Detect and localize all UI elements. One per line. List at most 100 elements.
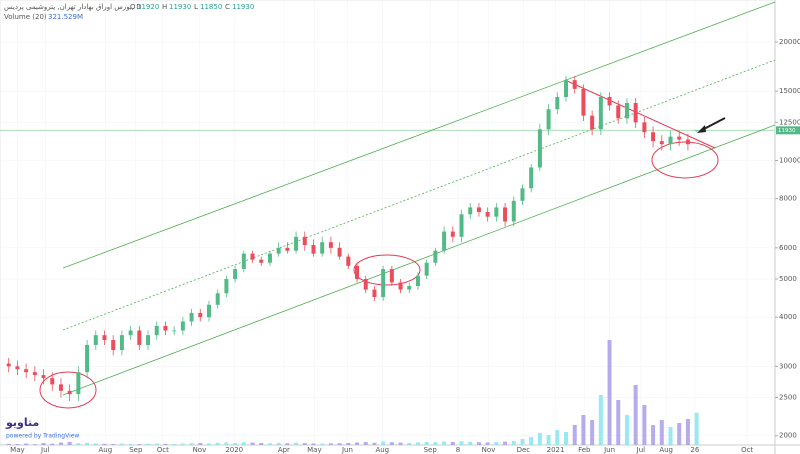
- candle-body: [511, 200, 516, 222]
- volume-bar: [337, 443, 342, 445]
- volume-bar: [389, 442, 394, 445]
- candle-body: [346, 256, 351, 266]
- volume-bar: [511, 441, 516, 445]
- volume-bar: [372, 442, 377, 445]
- candle-body: [624, 102, 629, 119]
- y-tick-label: 10000: [779, 157, 800, 165]
- highlight-circle: [353, 254, 421, 286]
- candle-body: [206, 304, 211, 318]
- volume-bar: [259, 443, 264, 445]
- x-tick-label: 26: [690, 446, 699, 454]
- volume-bar: [694, 412, 699, 445]
- candle-body: [67, 390, 72, 395]
- candle-body: [555, 96, 560, 110]
- volume-bar: [529, 437, 534, 445]
- x-tick-label: Aug: [659, 446, 673, 454]
- candle-body: [607, 96, 612, 106]
- volume-bar: [668, 427, 673, 445]
- candle-body: [294, 236, 299, 251]
- volume-bar: [50, 443, 55, 445]
- volume-bar: [355, 442, 360, 445]
- highlight-circle: [651, 141, 719, 179]
- y-tick-label: 8000: [779, 195, 797, 203]
- volume-bar: [659, 420, 664, 445]
- candle-body: [146, 335, 151, 345]
- candle-body: [233, 269, 238, 280]
- volume-bar: [572, 425, 577, 445]
- volume-bar: [154, 443, 159, 445]
- candle-body: [15, 366, 20, 370]
- volume-bar: [32, 444, 37, 445]
- candle-body: [163, 325, 168, 331]
- volume-bar: [215, 442, 220, 445]
- candle-body: [433, 250, 438, 263]
- volume-bar: [189, 443, 194, 445]
- candle-body: [24, 369, 29, 373]
- y-tick-label: 2000: [779, 432, 797, 440]
- candle-body: [215, 293, 220, 305]
- candle-body: [407, 285, 412, 290]
- volume-bar: [224, 442, 229, 445]
- candle-body: [546, 109, 551, 130]
- y-tick-label: 15000: [779, 87, 800, 95]
- highlight-circle: [39, 371, 97, 409]
- volume-bar: [15, 444, 20, 445]
- volume-bar: [102, 443, 107, 445]
- candle-body: [450, 231, 455, 237]
- volume-bar: [180, 443, 185, 445]
- y-tick-label: 3000: [779, 362, 797, 370]
- candle-body: [685, 139, 690, 145]
- candle-body: [389, 269, 394, 283]
- y-tick-label: 2500: [779, 394, 797, 402]
- candle-body: [537, 129, 542, 168]
- candle-body: [381, 269, 386, 298]
- volume-bar: [590, 420, 595, 445]
- volume-bar: [146, 443, 151, 445]
- ohlc-l: 11850: [200, 3, 222, 11]
- y-tick-label: 4000: [779, 313, 797, 321]
- volume-bar: [198, 443, 203, 445]
- candle-body: [424, 262, 429, 276]
- volume-bar: [119, 443, 124, 445]
- candle-body: [276, 247, 281, 254]
- x-tick-label: Aug: [375, 446, 389, 454]
- trend-line: [564, 79, 716, 149]
- volume-bar: [607, 340, 612, 445]
- volume-bar: [442, 441, 447, 445]
- x-tick-label: Apr: [278, 446, 290, 454]
- candle-body: [320, 242, 325, 254]
- volume-bar: [41, 443, 46, 445]
- volume-reading: 321.529M: [48, 13, 83, 21]
- volume-bar: [415, 442, 420, 445]
- volume-name: Volume (20): [4, 13, 47, 21]
- candle-body: [6, 363, 11, 367]
- volume-bar: [302, 443, 307, 445]
- candle-body: [633, 102, 638, 123]
- ohlc-o-label: O: [130, 3, 136, 11]
- candle-body: [285, 247, 290, 251]
- volume-bar: [241, 442, 246, 445]
- volume-bar: [6, 443, 11, 445]
- candle-body: [355, 265, 360, 280]
- candle-body: [651, 132, 656, 142]
- candle-body: [189, 312, 194, 322]
- candle-body: [119, 335, 124, 351]
- volume-bar: [85, 442, 90, 445]
- plot-area: [0, 0, 776, 446]
- volume-bar: [267, 443, 272, 445]
- candle-body: [311, 245, 316, 254]
- candle-body: [93, 335, 98, 345]
- powered-by: powered by TradingView: [6, 433, 79, 440]
- candle-body: [442, 231, 447, 251]
- volume-bar: [250, 442, 255, 445]
- volume-bar: [485, 442, 490, 445]
- ohlc-c: 11930: [232, 3, 254, 11]
- volume-bar: [163, 443, 168, 445]
- candle-body: [520, 188, 525, 201]
- candle-body: [302, 236, 307, 246]
- volume-bar: [67, 442, 72, 445]
- volume-bar: [642, 405, 647, 445]
- x-tick-label: Jul: [40, 446, 50, 454]
